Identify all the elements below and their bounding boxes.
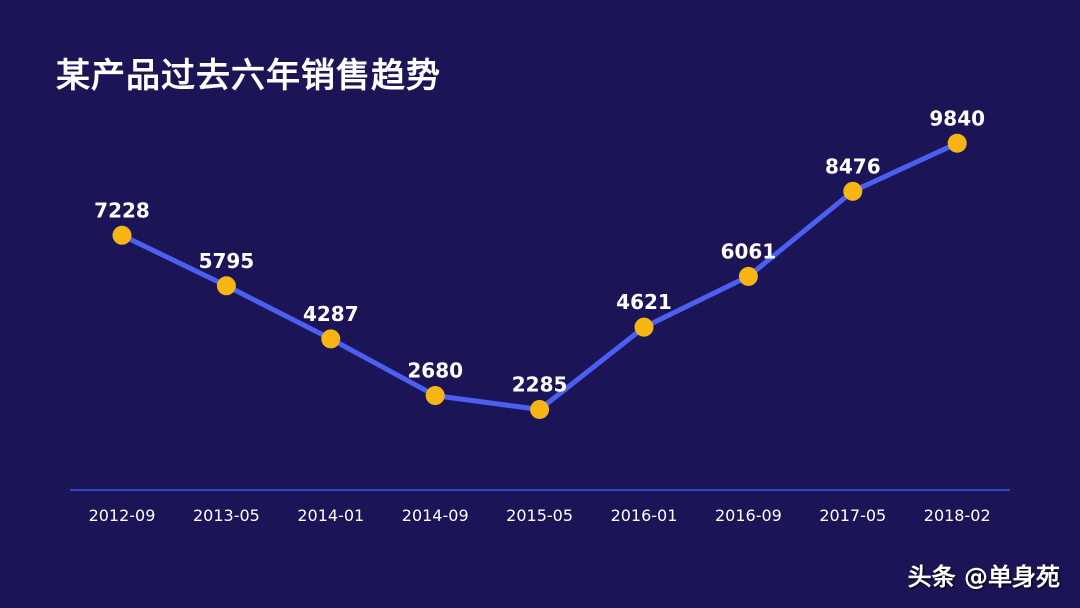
- series-line: [119, 140, 960, 412]
- data-label: 4287: [303, 302, 359, 326]
- x-tick-label: 2014-09: [402, 506, 469, 525]
- x-tick-label: 2016-09: [715, 506, 782, 525]
- x-tick-label: 2013-05: [193, 506, 260, 525]
- watermark: 头条 @单身苑: [907, 563, 1060, 591]
- data-label: 7228: [94, 198, 150, 222]
- data-point: [843, 181, 863, 201]
- x-tick-label: 2015-05: [506, 506, 573, 525]
- chart-title: 某产品过去六年销售趋势: [56, 56, 441, 96]
- x-tick-label: 2014-01: [297, 506, 364, 525]
- data-point: [216, 276, 236, 296]
- data-point: [425, 386, 445, 406]
- data-point: [112, 225, 132, 245]
- x-tick-label: 2012-09: [89, 506, 156, 525]
- data-label: 6061: [721, 239, 777, 263]
- data-points: [112, 133, 967, 419]
- data-point: [738, 266, 758, 286]
- data-point: [530, 399, 550, 419]
- data-label: 2285: [512, 372, 568, 396]
- data-label: 2680: [407, 359, 463, 383]
- data-label: 8476: [825, 154, 881, 178]
- series-line-layer: [119, 140, 960, 412]
- data-label: 9840: [929, 106, 985, 130]
- x-tick-label: 2018-02: [924, 506, 991, 525]
- data-label: 5795: [199, 249, 255, 273]
- data-point: [321, 329, 341, 349]
- x-tick-label: 2017-05: [819, 506, 886, 525]
- data-label: 4621: [616, 290, 672, 314]
- x-tick-label: 2016-01: [611, 506, 678, 525]
- x-tick-labels: 2012-09 2013-05 2014-01 2014-09 2015-05 2016-…: [89, 506, 991, 525]
- data-labels: 7228 5795 4287 2680 2285 4621 6061 8476 9840: [94, 106, 985, 396]
- data-point: [634, 317, 654, 337]
- data-point: [947, 133, 967, 153]
